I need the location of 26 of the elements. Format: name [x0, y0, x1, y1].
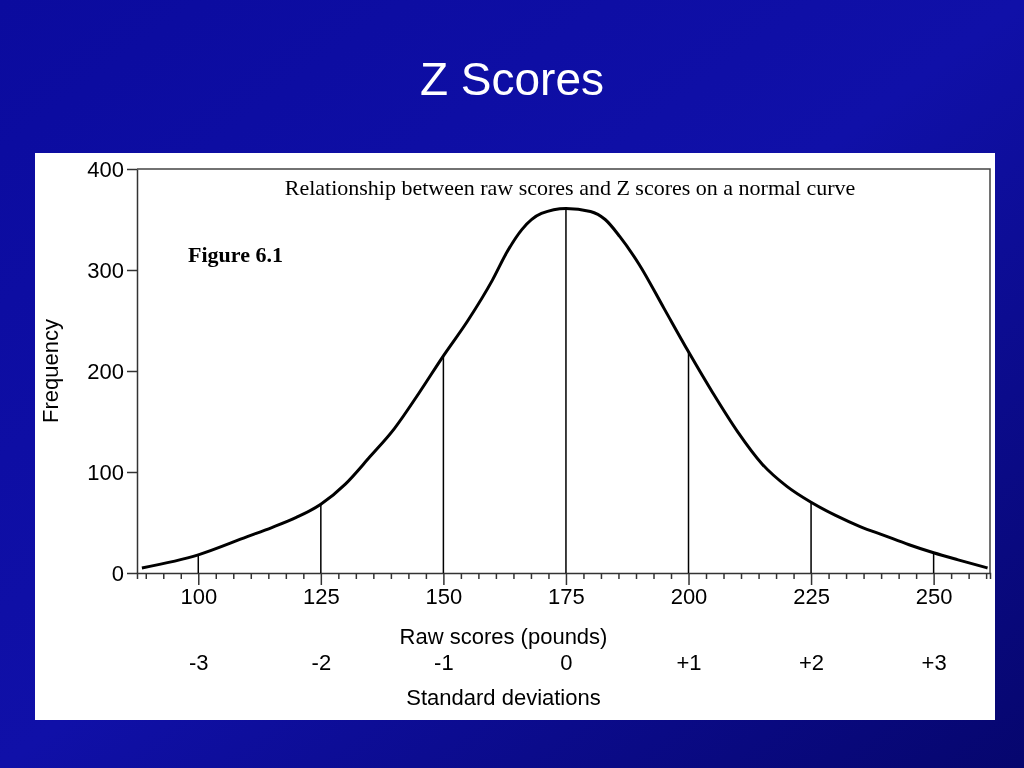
x-tick-label: 225	[793, 584, 830, 609]
x2-tick-label: -1	[434, 649, 454, 675]
chart-subtitle: Relationship between raw scores and Z scores on a normal curve	[284, 175, 856, 200]
y-tick-label: 400	[87, 156, 124, 182]
y-axis-title: Frequency	[38, 319, 63, 423]
chart-title: Z Scores	[419, 53, 605, 105]
x2-axis-title: Standard deviations	[406, 685, 601, 710]
x2-tick-label: -2	[311, 649, 332, 675]
x2-tick-label: +2	[799, 649, 825, 675]
x2-tick-label: 0	[560, 649, 573, 675]
y-tick-label: 300	[87, 257, 124, 283]
y-tick-label: 100	[87, 459, 124, 485]
x2-tick-label: -3	[189, 649, 209, 675]
x-axis-title: Raw scores (pounds)	[399, 624, 608, 649]
line-series	[140, 206, 990, 570]
y-tick-label: 200	[87, 358, 124, 384]
x-tick-label: 150	[425, 584, 463, 609]
x-tick-label: 125	[302, 584, 340, 609]
x2-tick-label: +3	[921, 649, 947, 675]
x-tick-label: 200	[670, 584, 708, 609]
x-tick-label: 250	[915, 584, 953, 609]
annotation: Figure 6.1	[188, 242, 283, 267]
x-tick-label: 175	[548, 584, 585, 609]
x2-tick-label: +1	[676, 649, 702, 675]
x-tick-label: 100	[180, 584, 218, 609]
y-tick-label: 0	[111, 560, 124, 586]
